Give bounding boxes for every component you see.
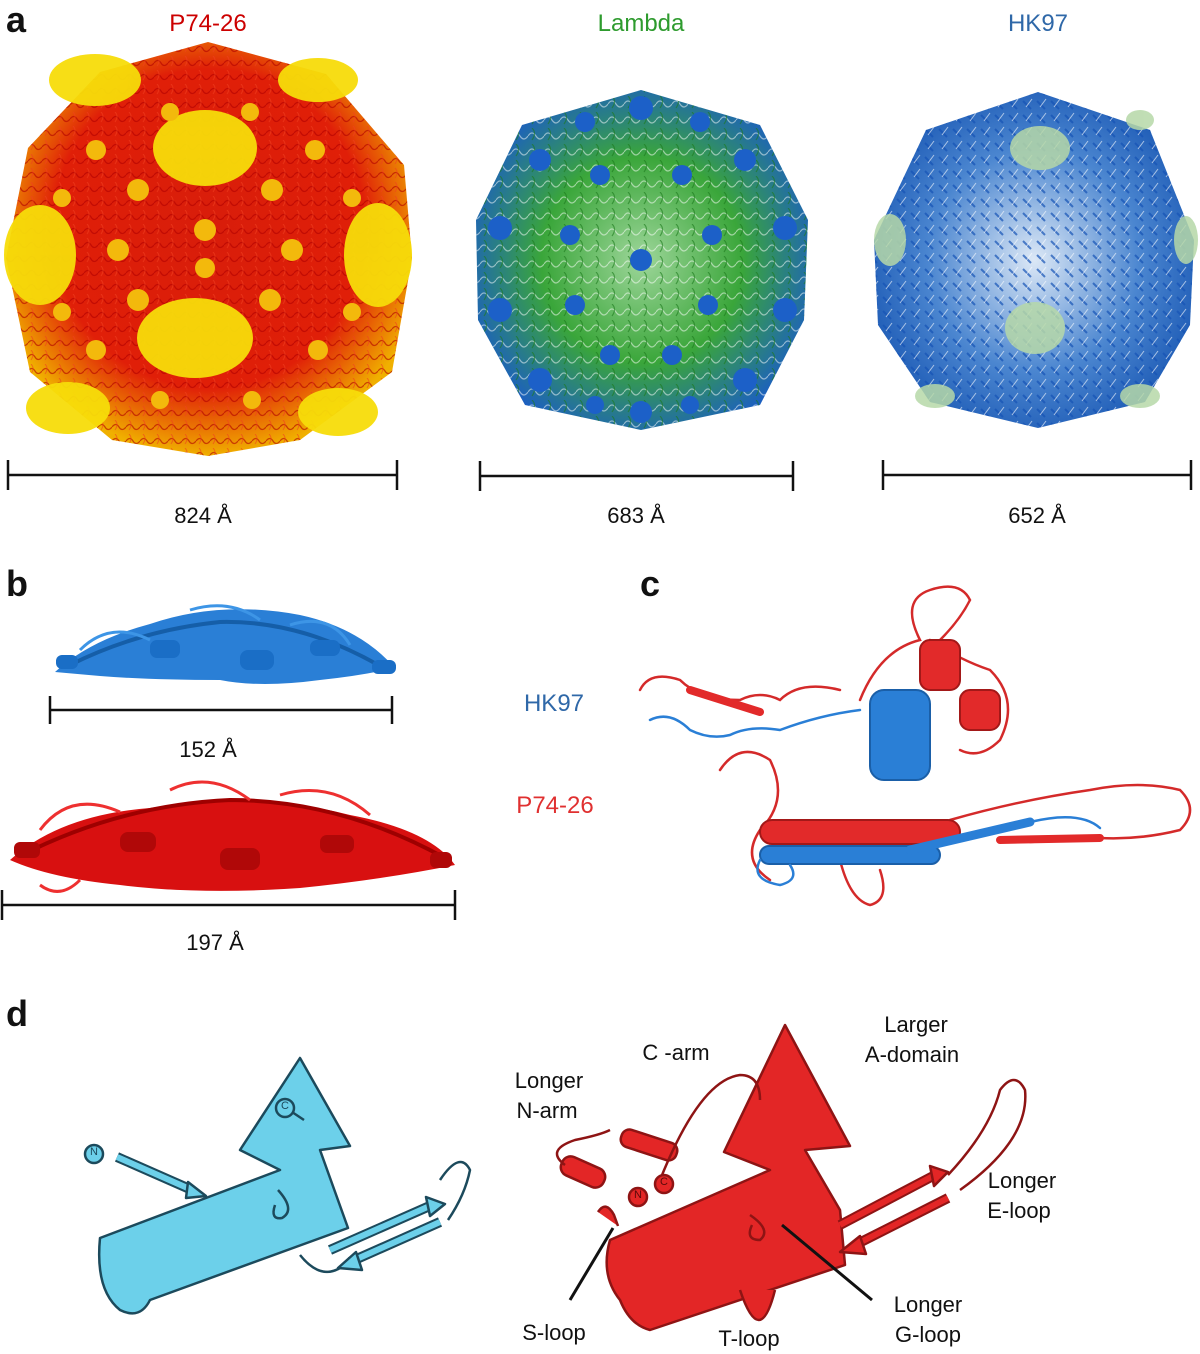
legend-hk97: HK97 xyxy=(523,690,585,717)
label-larger-a-domain-line1: Larger xyxy=(884,1012,948,1037)
p74-26-c-terminus-label: C xyxy=(660,1176,668,1188)
p74-26-n-terminus-label: N xyxy=(634,1189,642,1201)
label-longer-n-arm-line1: Longer xyxy=(514,1068,584,1093)
capsid-hk97 xyxy=(874,92,1198,428)
panel-label-d: d xyxy=(6,993,28,1034)
scale-bar-lambda xyxy=(478,461,795,491)
scale-label-p74-26: 824 Å xyxy=(174,503,232,528)
label-larger-a-domain-line2: A-domain xyxy=(864,1042,960,1067)
panel-label-b: b xyxy=(6,563,28,604)
annotation-leader-lines xyxy=(568,1223,873,1302)
capsid-title-hk97: HK97 xyxy=(1007,10,1069,37)
scale-label-p74-26-hexamer: 197 Å xyxy=(186,930,244,955)
capsid-title-p74-26: P74-26 xyxy=(169,10,247,37)
capsid-lambda xyxy=(476,90,808,430)
capsid-title-lambda: Lambda xyxy=(597,10,685,37)
legend-p74-26: P74-26 xyxy=(516,792,594,819)
scale-bar-hk97-hexamer xyxy=(48,696,394,724)
hk97-c-terminus-label: C xyxy=(281,1100,289,1112)
p74-26-topology-schematic xyxy=(555,1023,1027,1332)
label-longer-n-arm-line2: N-arm xyxy=(516,1098,578,1123)
scale-bar-p74-26-hexamer xyxy=(0,890,457,920)
label-t-loop: T-loop xyxy=(718,1326,780,1351)
scale-bar-hk97 xyxy=(881,460,1193,490)
panel-label-c: c xyxy=(640,563,661,604)
capsid-p74-26 xyxy=(4,42,412,456)
label-longer-g-loop-line2: G-loop xyxy=(894,1322,962,1347)
label-longer-e-loop-line1: Longer xyxy=(987,1168,1057,1193)
hk97-n-terminus-label: N xyxy=(90,1146,98,1158)
label-c-arm: C -arm xyxy=(642,1040,710,1065)
hk97-topology-schematic xyxy=(83,1056,472,1315)
p74-26-hexamer-side-view xyxy=(10,780,455,893)
scale-label-lambda: 683 Å xyxy=(607,503,665,528)
label-longer-e-loop-line2: E-loop xyxy=(987,1198,1051,1223)
scale-bar-p74-26 xyxy=(6,460,399,490)
hk97-hexamer-side-view xyxy=(55,604,396,684)
scale-label-hk97: 652 Å xyxy=(1008,503,1066,528)
label-s-loop: S-loop xyxy=(522,1320,586,1345)
superposed-capsid-protein-structures xyxy=(638,585,1192,907)
panel-label-a: a xyxy=(6,0,27,40)
label-longer-g-loop-line1: Longer xyxy=(893,1292,963,1317)
scale-label-hk97-hexamer: 152 Å xyxy=(179,737,237,762)
